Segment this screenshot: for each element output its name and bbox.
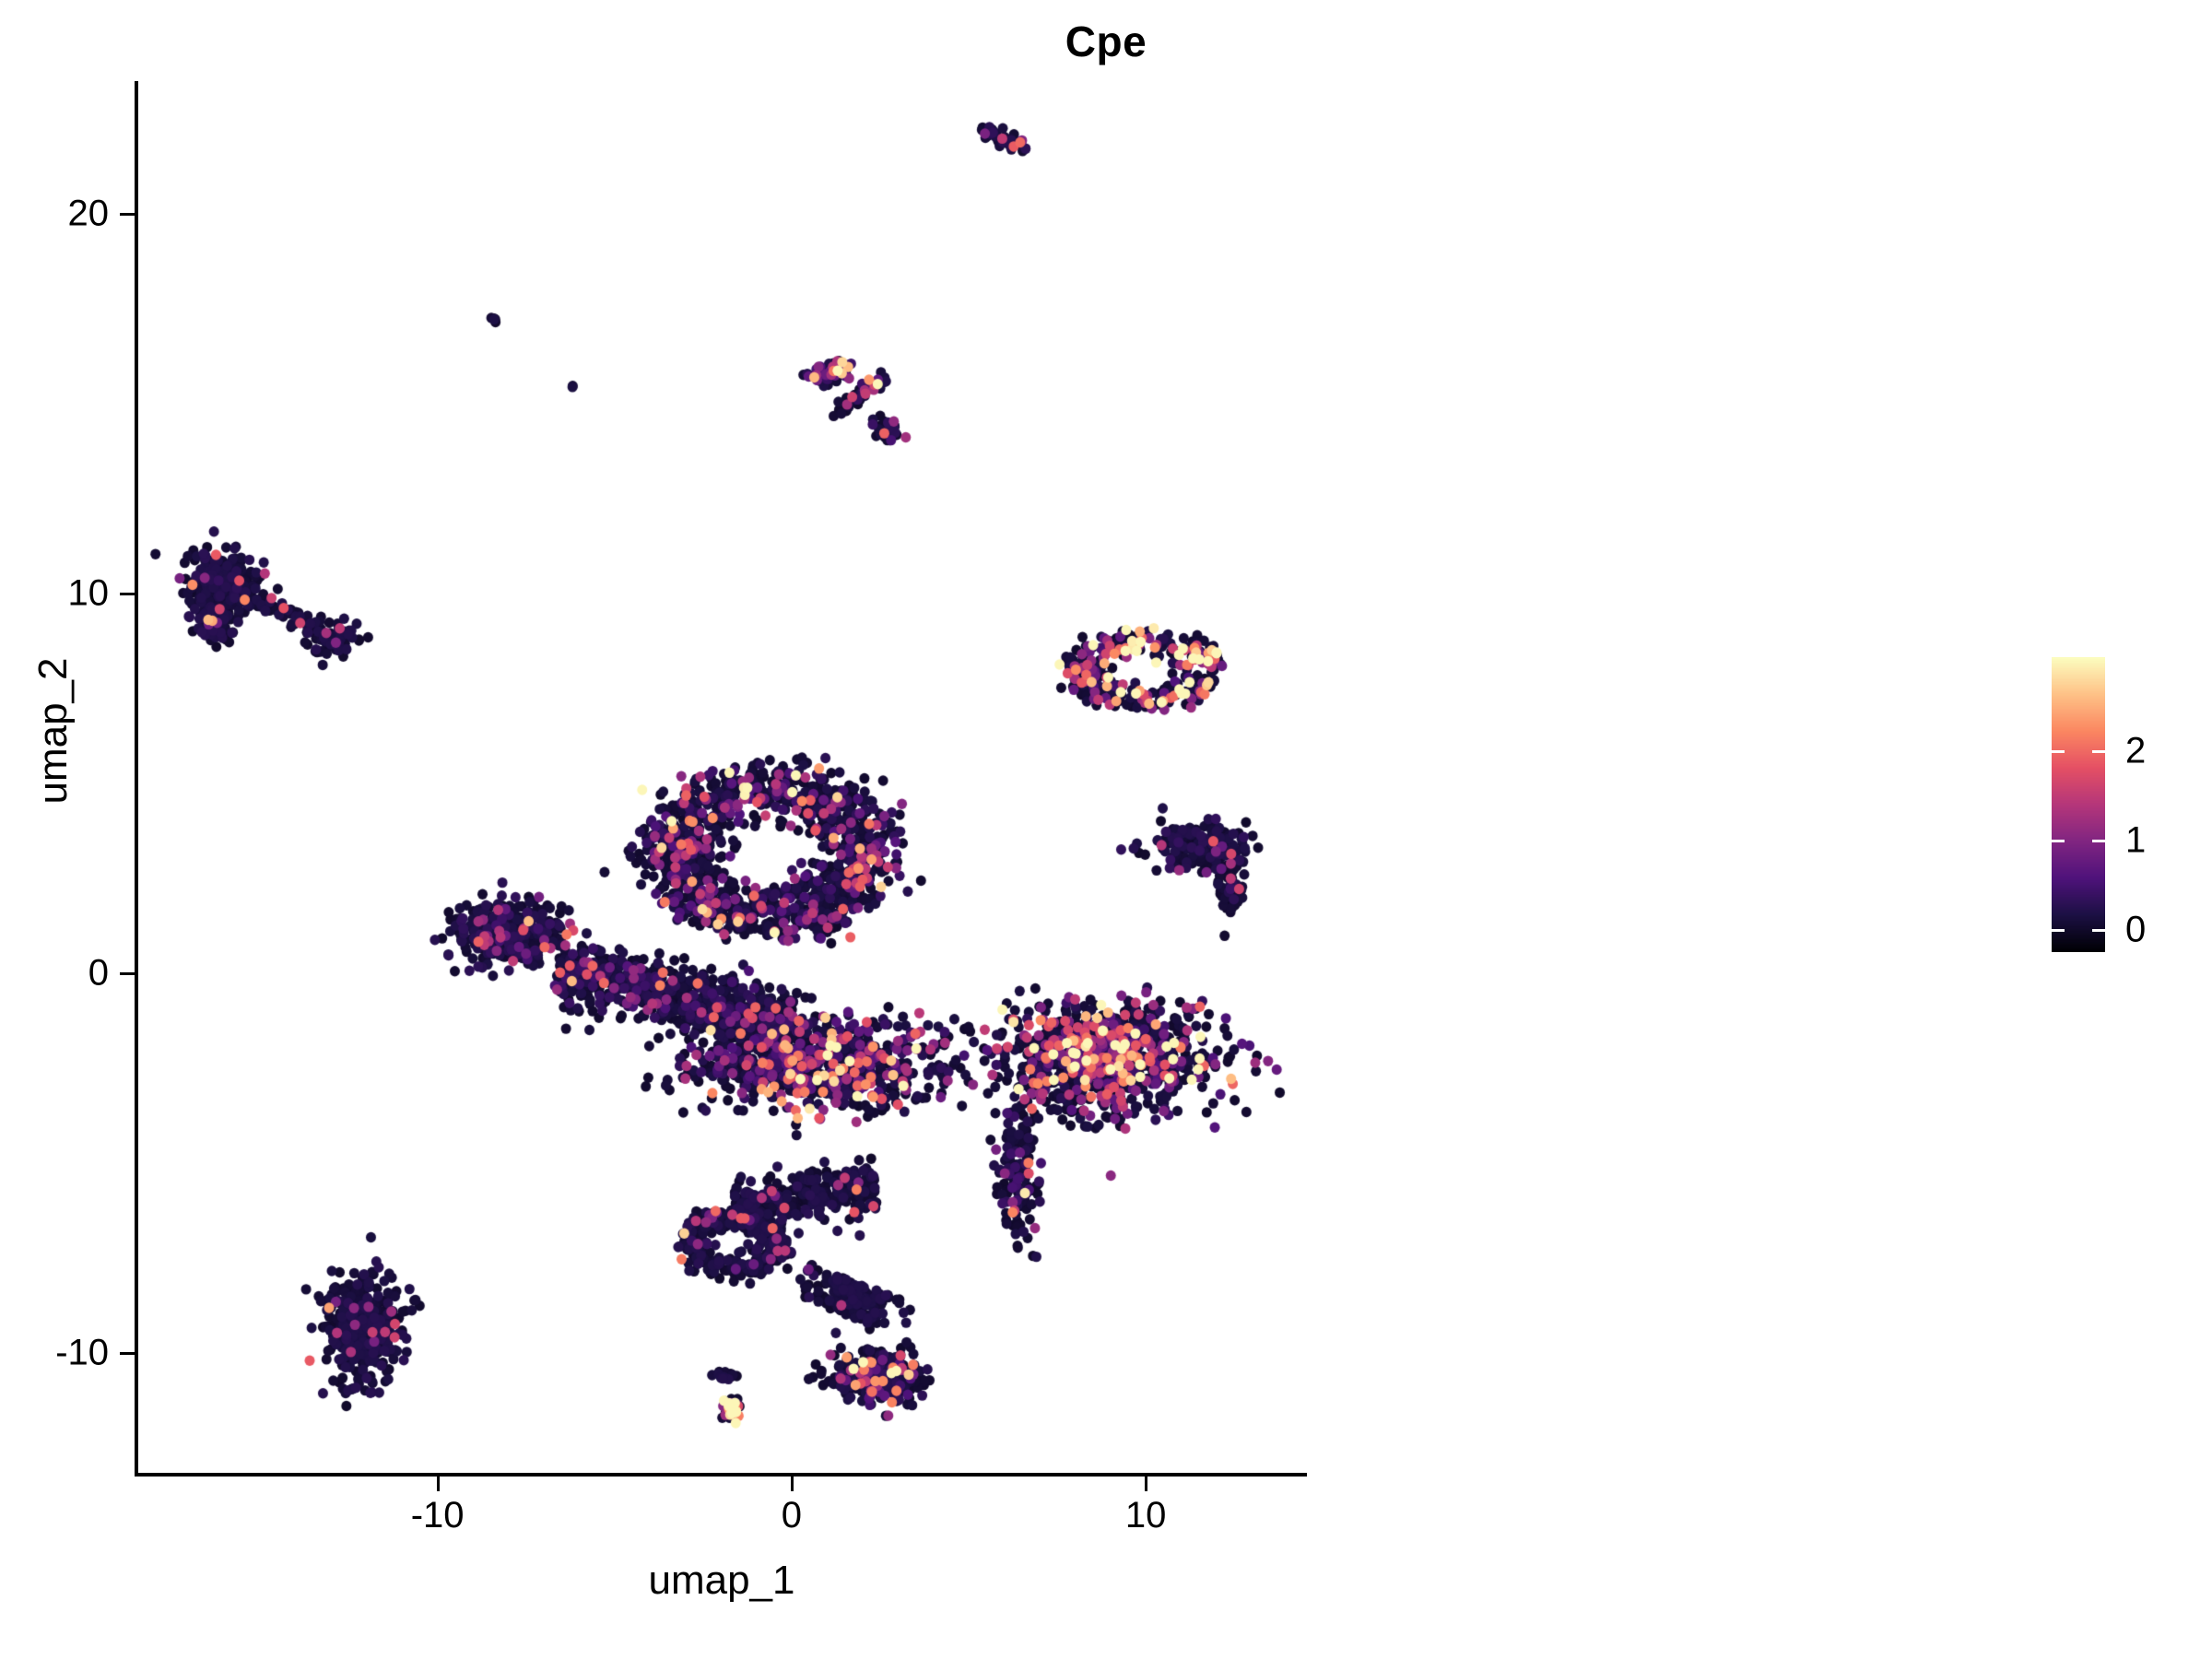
y-tick-mark: [120, 213, 135, 217]
colorbar-gradient: [2052, 657, 2105, 952]
x-tick-label: 0: [781, 1495, 802, 1535]
page-title: Cpe: [1065, 18, 1147, 65]
colorbar-tick-label: 1: [2125, 819, 2147, 861]
colorbar-tick-mark: [2092, 928, 2105, 932]
colorbar-tick-mark: [2052, 839, 2065, 842]
colorbar-tick-label: 0: [2125, 909, 2147, 950]
plot-panel: [136, 81, 1305, 1475]
x-tick-label: -10: [410, 1495, 465, 1535]
y-tick-label: 10: [67, 572, 110, 614]
colorbar-legend: [2052, 657, 2105, 952]
colorbar-tick-mark: [2092, 839, 2105, 842]
x-axis-line: [135, 1473, 1307, 1477]
y-tick-mark: [120, 972, 135, 976]
x-tick-mark: [436, 1477, 440, 1491]
x-tick-label: 10: [1124, 1495, 1167, 1535]
y-tick-label: 20: [67, 193, 110, 234]
colorbar-tick-label: 2: [2125, 730, 2147, 771]
y-axis-line: [135, 81, 138, 1477]
y-tick-mark: [120, 1352, 135, 1356]
colorbar-tick-mark: [2052, 749, 2065, 753]
x-tick-mark: [1145, 1477, 1148, 1491]
y-tick-label: -10: [55, 1332, 109, 1373]
y-axis-title: umap_2: [30, 657, 76, 805]
x-axis-title: umap_1: [648, 1558, 795, 1603]
colorbar-tick-mark: [2052, 928, 2065, 932]
scatter-plot-canvas: [136, 81, 1305, 1475]
colorbar-tick-mark: [2092, 749, 2105, 753]
y-tick-mark: [120, 593, 135, 596]
y-tick-label: 0: [88, 952, 109, 994]
x-tick-mark: [790, 1477, 794, 1491]
